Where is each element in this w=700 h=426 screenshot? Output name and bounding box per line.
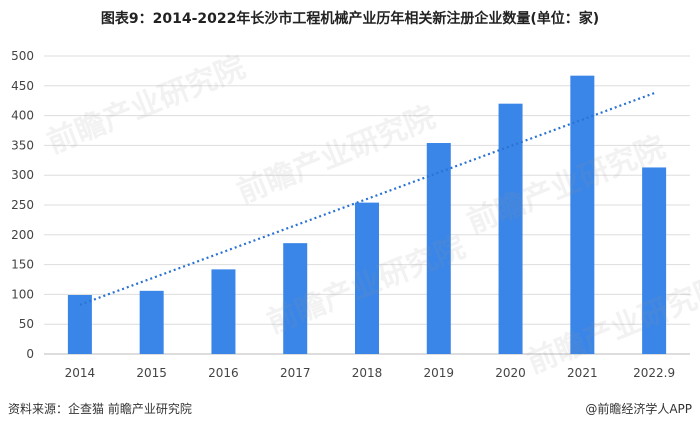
bar-2015 [139,290,164,354]
y-tick-label: 100 [11,287,34,301]
x-tick-label: 2018 [352,366,383,380]
y-tick-label: 200 [11,228,34,242]
x-tick-label: 2022.9 [633,366,675,380]
y-tick-label: 450 [11,79,34,93]
chart-title: 图表9：2014-2022年长沙市工程机械产业历年相关新注册企业数量(单位：家) [100,11,600,27]
y-tick-label: 500 [11,49,34,63]
bar-2020 [498,103,523,355]
x-axis-ticks: 2014 2015 2016 2017 2018 2019 2020 2021 2022.9 [65,366,675,380]
bar-2021 [570,75,595,354]
bar-2018 [355,202,379,354]
source-note: 资料来源：企查猫 前瞻产业研究院 [8,402,192,416]
x-tick-label: 2019 [424,366,455,380]
x-tick-label: 2015 [136,366,167,380]
x-tick-label: 2016 [208,366,239,380]
brand-label: @前瞻经济学人APP [585,402,692,416]
y-tick-label: 250 [11,198,34,212]
trend-line [79,92,655,306]
y-tick-label: 400 [11,109,34,123]
y-tick-label: 350 [11,138,34,152]
bar-2016 [211,269,236,354]
y-tick-label: 300 [11,168,34,182]
bars [67,75,667,355]
bar-2017 [283,243,308,354]
bar-2022.9 [642,167,667,354]
y-tick-label: 50 [19,317,34,331]
x-tick-label: 2020 [495,366,526,380]
bar-2014 [67,294,92,354]
x-tick-label: 2021 [567,366,598,380]
x-tick-label: 2017 [280,366,311,380]
x-tick-label: 2014 [65,366,96,380]
y-tick-label: 0 [26,347,34,361]
bar-2019 [426,143,451,354]
y-axis-ticks: 0 50 100 150 200 250 300 350 400 450 500 [11,49,34,361]
y-tick-label: 150 [11,258,34,272]
